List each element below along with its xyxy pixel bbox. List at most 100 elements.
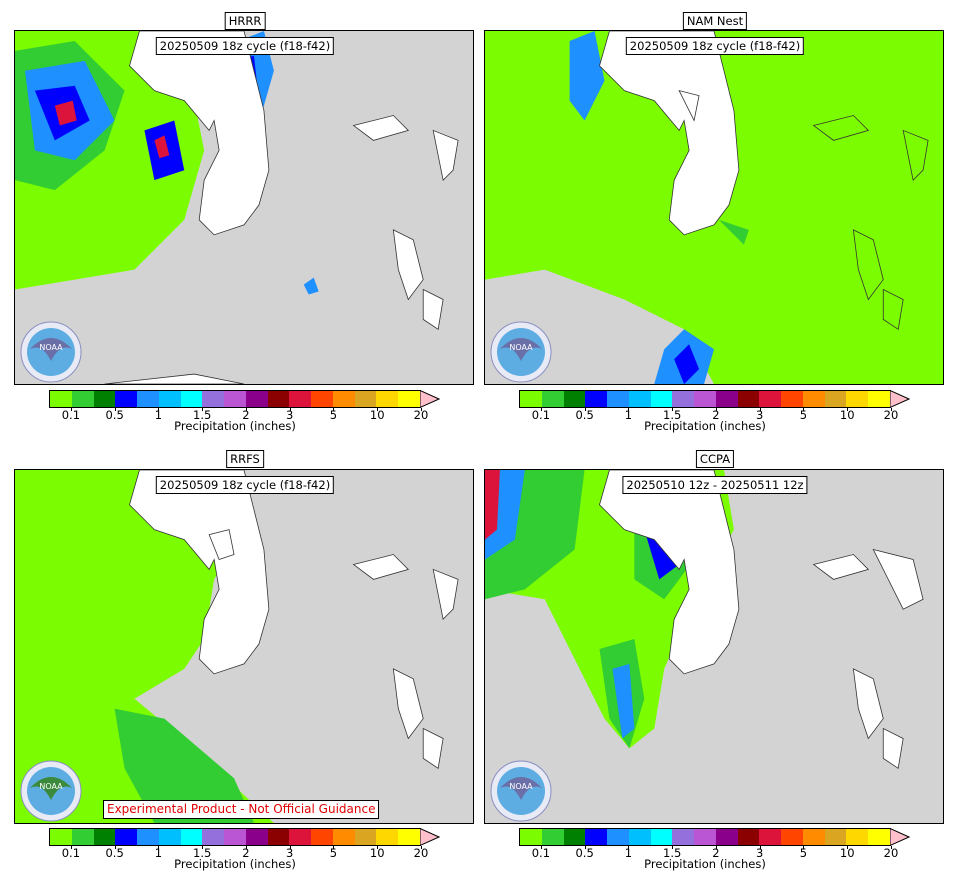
colorbar: 0.1 0.5 1 1.5 2 3 5 10 20 Precipitation (inches) (519, 828, 919, 871)
colorbar-tick-mark (715, 846, 717, 849)
colorbar-tick-label: 20 (413, 408, 429, 422)
colorbar-swatch (541, 391, 564, 407)
colorbar-swatch (737, 391, 760, 407)
colorbar: 0.1 0.5 1 1.5 2 3 5 10 20 Precipitation (inches) (49, 390, 449, 433)
colorbar-swatch (267, 391, 290, 407)
colorbar-tick-mark (158, 846, 160, 849)
colorbar-tick-label: 1.5 (193, 846, 212, 860)
colorbar-tick-label: 1 (624, 846, 633, 860)
colorbar-tick-label: 1.5 (663, 846, 682, 860)
colorbar-swatch (781, 829, 803, 845)
colorbar-tick-label: 5 (329, 408, 338, 422)
colorbar-tick-label: 3 (286, 408, 294, 422)
colorbar-tick-mark (540, 408, 542, 411)
colorbar-tick-mark (377, 846, 379, 849)
colorbar-label: Precipitation (inches) (644, 857, 766, 871)
colorbar-swatch (311, 391, 333, 407)
colorbar-tick-label: 2 (242, 846, 250, 860)
colorbar-swatch (289, 391, 312, 407)
colorbar-swatch (824, 829, 847, 845)
colorbar-tick-mark (202, 408, 204, 411)
colorbar-swatch (585, 829, 608, 845)
colorbar-tick-mark (803, 846, 805, 849)
colorbar-swatch (376, 829, 399, 845)
colorbar-swatch (158, 391, 181, 407)
cycle-label-namnest: 20250509 18z cycle (f18-f42) (625, 37, 805, 55)
colorbar-tick-mark (158, 408, 160, 411)
colorbar-tick-label: 20 (883, 846, 899, 860)
colorbar-swatch (868, 829, 891, 845)
colorbar-swatch (180, 391, 203, 407)
colorbar-swatch (354, 829, 377, 845)
colorbar-swatch (650, 391, 673, 407)
colorbar-swatch (607, 391, 629, 407)
colorbar-swatch (520, 829, 542, 845)
map-hrrr (15, 31, 459, 384)
colorbar-tick-label: 1 (154, 846, 163, 860)
colorbar-swatch (846, 391, 869, 407)
cycle-label-ccpa: 20250510 12z - 20250511 12z (622, 476, 808, 494)
colorbar-swatch (715, 829, 738, 845)
colorbar-tick-mark (759, 846, 761, 849)
colorbar-strip (49, 828, 421, 846)
colorbar-swatch (311, 829, 333, 845)
colorbar-tick-mark (803, 408, 805, 411)
map-namnest (485, 31, 929, 384)
colorbar-tick-label: 2 (712, 408, 720, 422)
colorbar-swatch (354, 391, 377, 407)
colorbar-tick-mark (759, 408, 761, 411)
colorbar-tick-label: 5 (799, 408, 808, 422)
cycle-label-hrrr: 20250509 18z cycle (f18-f42) (155, 37, 335, 55)
colorbar-tick-mark (672, 408, 674, 411)
colorbar-tick-mark (584, 408, 586, 411)
colorbar-tick-mark (891, 408, 892, 411)
disclaimer-label: Experimental Product - Not Official Guid… (103, 800, 380, 819)
colorbar-tick-mark (891, 846, 892, 849)
panel-title-ccpa: CCPA (695, 450, 735, 468)
colorbar-swatch (224, 391, 246, 407)
colorbar-tick-label: 2 (242, 408, 250, 422)
colorbar-tick-label: 1.5 (193, 408, 212, 422)
colorbar-tick-label: 1 (154, 408, 163, 422)
panel-title-rrfs: RRFS (226, 450, 264, 468)
colorbar-tick-label: 0.1 (61, 408, 81, 422)
colorbar-tick-mark (245, 408, 247, 411)
map-rrfs (15, 470, 459, 823)
colorbar-swatch (694, 391, 716, 407)
colorbar-swatch (398, 829, 421, 845)
map-panel-namnest: NOAA 20250509 18z cycle (f18-f42) (484, 30, 944, 385)
colorbar-tick-label: 1.5 (663, 408, 682, 422)
svg-text:NOAA: NOAA (39, 343, 63, 352)
noaa-logo-icon: NOAA (490, 321, 552, 383)
noaa-logo-icon: NOAA (20, 760, 82, 822)
colorbar-swatch (245, 391, 268, 407)
colorbar-swatch (289, 829, 312, 845)
colorbar-tick-mark (377, 408, 379, 411)
colorbar-tick-label: 3 (756, 846, 764, 860)
colorbar-tick-mark (847, 846, 849, 849)
colorbar-tick-mark (333, 408, 335, 411)
colorbar-swatch (694, 829, 716, 845)
colorbar-swatch (267, 829, 290, 845)
svg-text:NOAA: NOAA (509, 782, 533, 791)
colorbar-swatch (93, 391, 116, 407)
colorbar-label: Precipitation (inches) (644, 419, 766, 433)
colorbar-swatch (868, 391, 891, 407)
colorbar-tick-label: 0.1 (531, 846, 551, 860)
colorbar: 0.1 0.5 1 1.5 2 3 5 10 20 Precipitation (inches) (519, 390, 919, 433)
colorbar-swatch (781, 391, 803, 407)
colorbar-swatch (824, 391, 847, 407)
colorbar-tick-mark (202, 846, 204, 849)
colorbar-tick-label: 20 (413, 846, 429, 860)
colorbar-tick-mark (540, 846, 542, 849)
colorbar-swatch (628, 391, 651, 407)
colorbar-swatch (802, 391, 825, 407)
colorbar-tick-label: 10 (839, 408, 855, 422)
colorbar-swatch (71, 829, 94, 845)
colorbar-swatch (541, 829, 564, 845)
colorbar-tick-mark (715, 408, 717, 411)
colorbar-swatch (607, 829, 629, 845)
colorbar-extend-arrow (420, 390, 440, 408)
colorbar-swatch (846, 829, 869, 845)
colorbar-swatch (245, 829, 268, 845)
